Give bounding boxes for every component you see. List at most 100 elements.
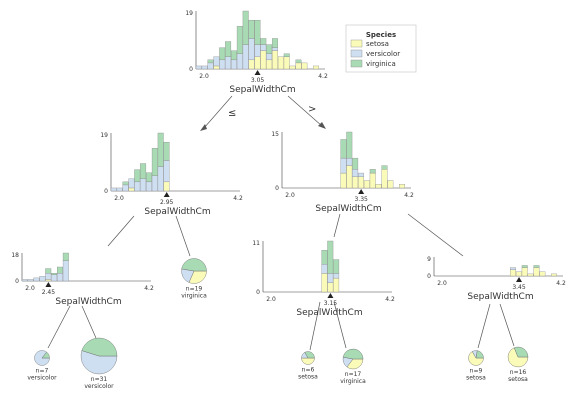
y-tick-label-zero: 0 [427, 273, 431, 280]
histogram-bar-virginica [346, 131, 353, 159]
legend-label-setosa: setosa [366, 40, 389, 48]
leaf-sample-count: n=19 [186, 286, 203, 293]
pie-slice-versicolor [34, 350, 50, 366]
histogram-bar-virginica [163, 141, 170, 161]
leaf-class-label: versicolor [27, 375, 57, 382]
histogram-bar-setosa [539, 271, 546, 277]
split-value-label: 3.05 [251, 77, 265, 84]
histogram-bar-versicolor [201, 65, 208, 70]
y-tick-label-zero: 0 [256, 289, 260, 296]
legend-label-virginica: virginica [366, 60, 396, 68]
split-value-label: 2.45 [42, 289, 56, 296]
leaf-class-label: setosa [508, 376, 528, 383]
pie-slice-setosa [188, 270, 207, 284]
histogram-bar-setosa [521, 267, 528, 277]
histogram-bar-versicolor [225, 56, 232, 70]
split-marker [45, 282, 52, 287]
x-tick-label-min: 2.0 [25, 285, 35, 292]
edge-ll-leaf-left [47, 305, 71, 349]
histogram-bar-versicolor [340, 157, 347, 174]
histogram-bar-setosa [289, 65, 296, 70]
histogram-bar-versicolor [45, 273, 52, 280]
histogram-bar-versicolor [266, 53, 273, 61]
histogram-bar-versicolor [151, 175, 158, 192]
leaf-class-label: versicolor [84, 383, 114, 390]
histogram-bar-setosa [333, 277, 340, 293]
histogram-bar-versicolor [134, 181, 141, 192]
histogram-bar-virginica [381, 165, 388, 170]
histogram-bar-setosa [358, 176, 364, 189]
histogram-bar-virginica [521, 265, 528, 268]
edge-root-right [287, 95, 323, 127]
split-marker [516, 277, 523, 282]
y-tick-label-max: 9 [427, 256, 431, 263]
y-tick-label-max: 19 [100, 132, 108, 139]
histogram-bar-virginica [62, 252, 69, 261]
leaf-sample-count: n=16 [510, 369, 527, 376]
histogram-bar-virginica [295, 59, 302, 64]
legend-title: Species [366, 31, 396, 39]
histogram-bar-versicolor [358, 172, 364, 177]
legend-label-versicolor: versicolor [366, 50, 400, 58]
histogram-bar-versicolor [272, 47, 278, 51]
feature-label: SepalWidthCm [144, 207, 210, 217]
histogram-bar-setosa [272, 50, 278, 70]
histogram-bar-virginica [242, 10, 249, 45]
feature-label: SepalWidthCm [296, 308, 362, 318]
histogram-bar-setosa [527, 273, 534, 277]
histogram-bar-versicolor [27, 279, 34, 282]
histogram-bar-virginica [283, 53, 290, 57]
histogram-bar-versicolor [254, 44, 261, 57]
y-tick-label-zero: 0 [275, 185, 279, 192]
pie-slice-setosa [468, 351, 484, 366]
edge-left-leftright [175, 215, 191, 257]
histogram-bar-versicolor [236, 53, 243, 70]
histogram-bar-versicolor [321, 264, 328, 274]
split-marker [254, 70, 261, 75]
histogram-bar-setosa [313, 65, 320, 70]
histogram-bar-virginica [231, 50, 237, 61]
histogram-bar-virginica [140, 163, 147, 179]
histogram-bar-virginica [57, 266, 63, 274]
histogram-bar-virginica [272, 38, 278, 48]
histogram-bar-virginica [327, 240, 334, 274]
histogram-bar-setosa [277, 56, 284, 70]
tree-edges [47, 95, 515, 351]
histogram-bar-setosa [346, 165, 353, 189]
histogram-bar-setosa [248, 59, 255, 70]
histogram-bar-versicolor [116, 187, 123, 192]
feature-label: SepalWidthCm [55, 297, 121, 307]
x-tick-label-max: 4.2 [318, 73, 328, 80]
pie-slice-virginica [342, 348, 364, 360]
x-tick-label-max: 4.2 [385, 296, 395, 303]
edge-rl-leaf-right [333, 301, 347, 349]
histogram-bar-setosa [352, 176, 359, 189]
leaf-class-label: setosa [466, 375, 486, 382]
histogram-bar-virginica [321, 250, 328, 265]
leaf-class-label: setosa [298, 374, 318, 381]
edge-root-right-arrowhead [318, 122, 326, 129]
histogram-bar-versicolor [146, 181, 152, 192]
pie-slice-versicolor [80, 350, 118, 375]
edge-rl-leaf-left [309, 301, 321, 351]
pie-slice-setosa [301, 357, 315, 365]
histogram-bar-virginica [122, 181, 129, 186]
edge-right-rightright [407, 213, 464, 257]
x-tick-label-min: 2.0 [266, 296, 276, 303]
leaf-sample-count: n=9 [470, 368, 483, 375]
y-tick-label-zero: 0 [15, 278, 19, 285]
leaf-sample-count: n=17 [345, 371, 362, 378]
edge-rr-leaf-left [477, 303, 491, 349]
histogram-bar-setosa [375, 184, 382, 189]
histogram-bar-versicolor [128, 178, 135, 189]
histogram-bar-versicolor [213, 56, 220, 67]
pie-slice-virginica [181, 258, 207, 272]
histogram-bar-versicolor [39, 276, 46, 282]
legend-swatch-setosa [350, 39, 363, 48]
y-tick-label-max: 15 [271, 131, 279, 138]
